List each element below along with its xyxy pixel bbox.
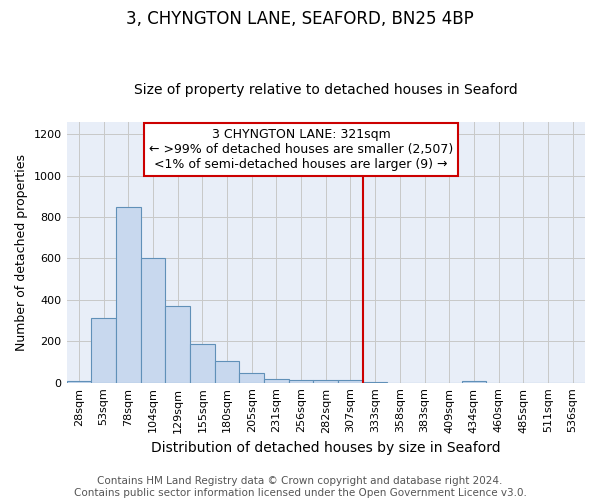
Bar <box>91 318 116 382</box>
Bar <box>461 380 486 382</box>
Bar <box>338 380 363 382</box>
X-axis label: Distribution of detached houses by size in Seaford: Distribution of detached houses by size … <box>151 441 500 455</box>
Text: 3 CHYNGTON LANE: 321sqm
← >99% of detached houses are smaller (2,507)
<1% of sem: 3 CHYNGTON LANE: 321sqm ← >99% of detach… <box>149 128 453 171</box>
Y-axis label: Number of detached properties: Number of detached properties <box>15 154 28 350</box>
Bar <box>264 378 289 382</box>
Bar <box>313 380 338 382</box>
Bar <box>190 344 215 383</box>
Bar <box>67 380 91 382</box>
Bar <box>116 206 140 382</box>
Bar <box>239 374 264 382</box>
Bar <box>289 380 313 382</box>
Bar <box>215 361 239 382</box>
Text: Contains HM Land Registry data © Crown copyright and database right 2024.
Contai: Contains HM Land Registry data © Crown c… <box>74 476 526 498</box>
Title: Size of property relative to detached houses in Seaford: Size of property relative to detached ho… <box>134 83 518 97</box>
Bar <box>165 306 190 382</box>
Text: 3, CHYNGTON LANE, SEAFORD, BN25 4BP: 3, CHYNGTON LANE, SEAFORD, BN25 4BP <box>126 10 474 28</box>
Bar <box>140 258 165 382</box>
